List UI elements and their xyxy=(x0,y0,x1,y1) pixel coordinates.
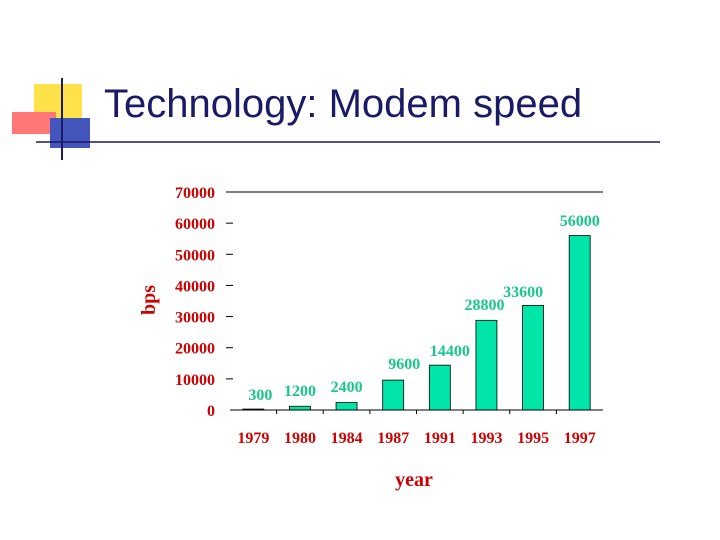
y-axis-label: bps xyxy=(138,285,160,315)
slide-title: Technology: Modem speed xyxy=(104,82,583,126)
bar-data-label: 2400 xyxy=(331,379,363,396)
y-tick-label: 30000 xyxy=(175,310,215,327)
y-tick-label: 60000 xyxy=(175,216,215,233)
bar-1997 xyxy=(568,235,591,411)
bar-1984 xyxy=(335,402,358,411)
x-tick-label: 1991 xyxy=(424,430,456,447)
deco-blue-square xyxy=(50,118,90,148)
y-tick-label: 0 xyxy=(207,403,215,420)
bar-data-label: 28800 xyxy=(464,297,504,314)
x-tick-label: 1997 xyxy=(564,430,596,447)
x-tick-label: 1980 xyxy=(284,430,316,447)
bar-1993 xyxy=(475,319,498,411)
bar-data-label: 300 xyxy=(248,387,272,404)
bar-series xyxy=(242,235,591,411)
bar-1980 xyxy=(289,405,311,411)
deco-red-bar xyxy=(12,112,56,134)
bar-data-label: 1200 xyxy=(284,383,316,400)
bar-data-label: 33600 xyxy=(503,284,543,301)
bar-data-label: 56000 xyxy=(560,213,600,230)
x-axis-label: year xyxy=(395,469,433,491)
y-tick-label: 70000 xyxy=(175,185,215,202)
bar-1995 xyxy=(522,304,544,411)
y-tick-label: 50000 xyxy=(175,247,215,264)
x-tick-label: 1987 xyxy=(377,430,409,447)
x-tick-label: 1979 xyxy=(237,430,269,447)
y-tick-label: 40000 xyxy=(175,278,215,295)
bar-data-label: 9600 xyxy=(388,356,420,373)
bar-data-label: 14400 xyxy=(430,343,470,360)
x-tick-label: 1995 xyxy=(517,430,549,447)
bar-1987 xyxy=(382,379,405,411)
bar-1991 xyxy=(428,364,451,411)
y-tick-label: 10000 xyxy=(175,372,215,389)
x-tick-label: 1993 xyxy=(470,430,502,447)
x-axis-tick-labels: 1979 1980 1984 1987 1991 1993 1995 1997 xyxy=(237,410,596,447)
y-tick-label: 20000 xyxy=(175,341,215,358)
y-axis-tick-labels: 0 10000 20000 30000 40000 50000 60000 70000 xyxy=(175,185,603,420)
x-tick-label: 1984 xyxy=(331,430,363,447)
